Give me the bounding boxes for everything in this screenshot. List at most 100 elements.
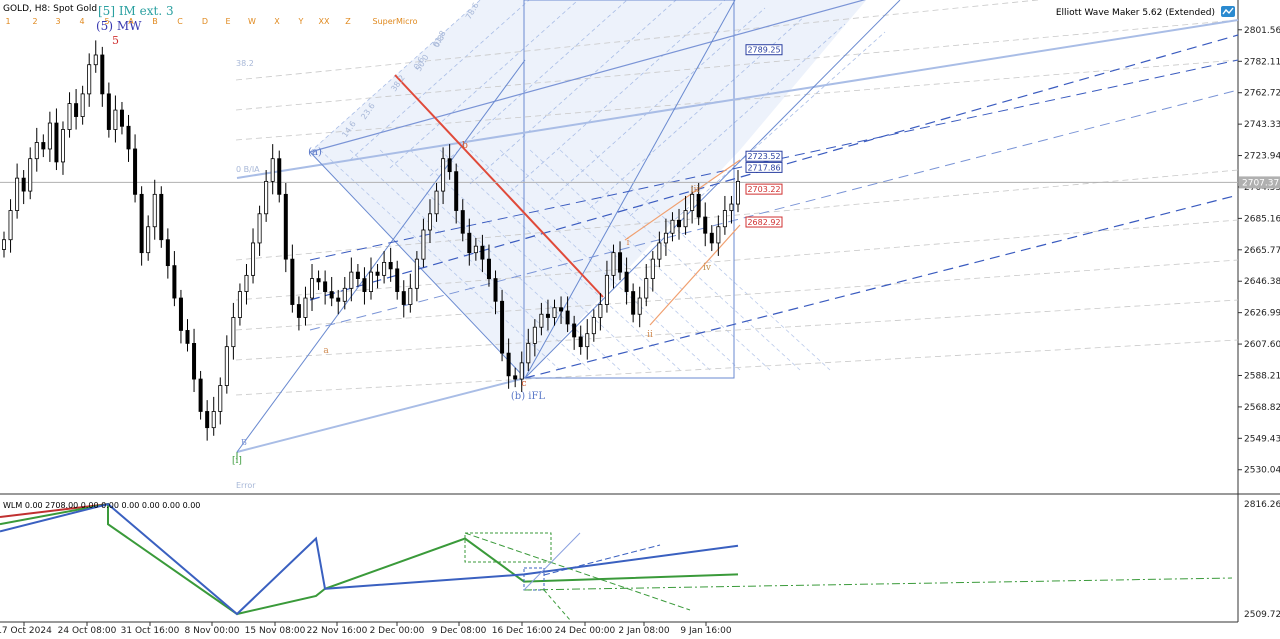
candle-body [618,252,623,273]
symbol-title: GOLD, H8: Spot Gold [3,4,97,14]
candle-body [296,304,301,318]
candle-body [637,297,642,315]
x-tick-label: 16 Dec 16:00 [492,626,553,636]
x-tick-label: 8 Nov 00:00 [185,626,240,636]
candle-body [80,93,85,117]
degree-button-y[interactable]: Y [298,17,304,26]
fan-line [235,259,1239,331]
candle-body [572,323,577,338]
candle-body [598,304,603,318]
wlm-series-blue [0,502,739,616]
wlm-subpane: 2816.26 2509.72 [0,500,1280,621]
y-tick-label: 2646.38 [1244,277,1280,287]
wlm-proj-blue-1 [523,532,581,591]
current-price-label: 2707.37 [1242,178,1279,188]
candle-body [67,103,72,130]
degree-button-4[interactable]: 4 [79,17,84,26]
candle-body [172,265,177,299]
ewm-logo-icon[interactable] [1221,6,1235,17]
wave-mark: ii [647,330,653,340]
candle-body [290,258,295,305]
candle-body [441,158,446,192]
candle-body [100,54,105,95]
candle-body [342,287,347,302]
wave-mark: iv [703,263,712,273]
projection-box [523,0,735,379]
candle-body [709,232,714,244]
degree-button-supermicro[interactable]: SuperMicro [373,17,418,26]
degree-button-e[interactable]: E [225,17,230,26]
wave-mark: (a) [308,147,322,158]
candle-body [375,271,380,276]
candle-body [133,148,138,195]
fib-zone-shading [310,0,867,378]
degree-button-c[interactable]: C [177,17,183,26]
candle-body [185,330,190,344]
y-tick-label: 2568.82 [1244,403,1280,413]
fib-grid-line [349,149,591,371]
fan-line [235,219,1239,301]
fan-line [235,299,1239,361]
candle-body [41,142,46,150]
price-tag-label: 2789.25 [747,46,780,55]
candle-body [21,177,26,192]
candle-body [2,239,7,250]
degree-button-w[interactable]: W [248,17,256,26]
candle-body [355,271,360,279]
fib-label: 38.2 [236,59,254,68]
x-tick-label: 9 Jan 16:00 [680,626,732,636]
channel-lower-projection [524,194,1239,379]
candle-body [74,103,79,117]
candle-body [722,210,727,228]
candle-body [526,343,531,364]
candle-body [211,411,216,429]
degree-button-1[interactable]: 1 [5,17,10,26]
degree-button-d[interactable]: D [202,17,208,26]
candle-body [119,109,124,127]
candle-body [159,193,164,241]
wave-mark: B [241,438,247,447]
candle-body [427,213,432,231]
candle-body [716,226,721,244]
fib-grid-line [549,7,766,201]
y-tick-label: 2782.11 [1244,57,1280,67]
degree-button-xx[interactable]: XX [319,17,330,26]
candle-body [493,278,498,302]
y-tick-label: 2685.16 [1244,214,1280,224]
indicator-title: Elliott Wave Maker 5.62 (Extended) [1056,8,1215,18]
wlm-red-line [0,503,109,519]
degree-button-b[interactable]: B [152,17,158,26]
y-tick-label: 2801.56 [1244,26,1280,36]
candle-body [28,158,33,192]
candle-body [683,210,688,228]
candle-body [198,378,203,412]
candle-body [447,158,452,173]
candle-body [624,271,629,292]
wlm-proj-blue-2 [543,544,661,576]
degree-button-5[interactable]: 5 [104,17,109,26]
fib-grid-line [409,149,651,371]
x-tick-label: 2 Jan 08:00 [618,626,670,636]
degree-button-3[interactable]: 3 [55,17,60,26]
degree-button-z[interactable]: Z [345,17,351,26]
wlm-dashed-box [464,532,552,563]
candle-body [368,271,373,292]
wave-label-im: [5] IM ext. 3 [98,4,174,18]
candle-body [303,297,308,318]
wave-mark: [i] [232,456,242,466]
candle-body [604,274,609,305]
degree-button-a[interactable]: A [128,17,134,26]
price-tag-label: 2703.22 [747,185,780,194]
candle-body [414,258,419,289]
degree-button-x[interactable]: X [274,17,280,26]
candle-body [251,242,256,276]
candle-body [152,193,157,228]
candle-body [486,258,491,279]
candle-body [513,375,518,380]
channel-upper-line [236,19,1239,179]
fib-grid-line [669,31,886,225]
candle-body [113,109,118,130]
degree-button-2[interactable]: 2 [32,17,37,26]
candle-body [473,245,478,254]
